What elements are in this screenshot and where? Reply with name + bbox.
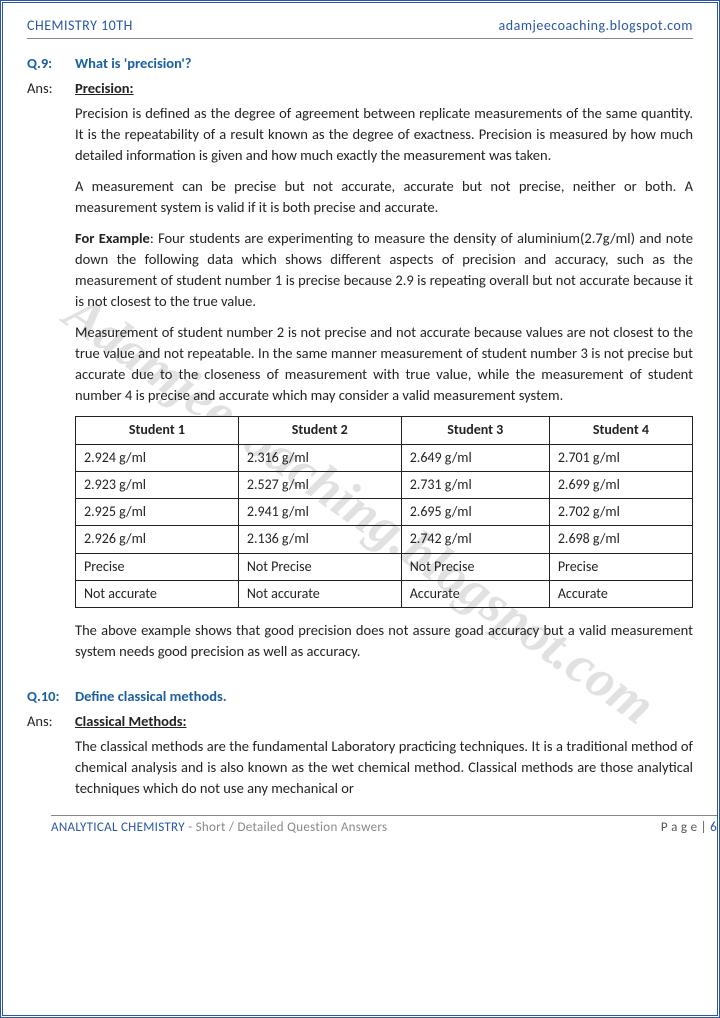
cell: Accurate	[401, 581, 549, 608]
q9-question: What is 'precision'?	[75, 53, 192, 74]
cell: 2.649 g/ml	[401, 444, 549, 471]
table-row: 2.924 g/ml 2.316 g/ml 2.649 g/ml 2.701 g…	[76, 444, 693, 471]
q9-para1: Precision is defined as the degree of ag…	[75, 103, 693, 166]
page-number: 6	[710, 820, 717, 835]
th-student4: Student 4	[549, 417, 692, 444]
cell: 2.742 g/ml	[401, 526, 549, 553]
q9-heading: Precision:	[75, 78, 693, 99]
table-row: 2.923 g/ml 2.527 g/ml 2.731 g/ml 2.699 g…	[76, 471, 693, 498]
cell: Not accurate	[238, 581, 401, 608]
page: Adamjeecoaching.blogspot.com CHEMISTRY 1…	[0, 0, 720, 1018]
q10-heading: Classical Methods:	[75, 711, 693, 732]
th-student1: Student 1	[76, 417, 239, 444]
page-header: CHEMISTRY 10TH adamjeecoaching.blogspot.…	[27, 17, 693, 39]
q9-para3: For Example: Four students are experimen…	[75, 228, 693, 312]
cell: Precise	[76, 553, 239, 580]
cell: 2.136 g/ml	[238, 526, 401, 553]
cell: 2.924 g/ml	[76, 444, 239, 471]
q10-para1: The classical methods are the fundamenta…	[75, 736, 693, 799]
page-label: P a g e |	[661, 820, 710, 835]
q9-example-label: For Example	[75, 229, 150, 247]
cell: 2.701 g/ml	[549, 444, 692, 471]
q9-para5: The above example shows that good precis…	[75, 620, 693, 662]
cell: 2.941 g/ml	[238, 499, 401, 526]
cell: 2.925 g/ml	[76, 499, 239, 526]
header-right: adamjeecoaching.blogspot.com	[499, 17, 693, 34]
question-10: Q.10: Define classical methods. Ans: Cla…	[27, 686, 693, 809]
q10-answer-body: Classical Methods: The classical methods…	[75, 711, 693, 809]
cell: 2.527 g/ml	[238, 471, 401, 498]
table-row: Not accurate Not accurate Accurate Accur…	[76, 581, 693, 608]
question-9: Q.9: What is 'precision'? Ans: Precision…	[27, 53, 693, 670]
cell: Not accurate	[76, 581, 239, 608]
cell: Not Precise	[238, 553, 401, 580]
table-header-row: Student 1 Student 2 Student 3 Student 4	[76, 417, 693, 444]
q9-ans-label: Ans:	[27, 78, 75, 670]
cell: 2.926 g/ml	[76, 526, 239, 553]
cell: 2.702 g/ml	[549, 499, 692, 526]
q9-answer-body: Precision: Precision is defined as the d…	[75, 78, 693, 670]
cell: 2.923 g/ml	[76, 471, 239, 498]
q9-label: Q.9:	[27, 53, 75, 74]
cell: 2.695 g/ml	[401, 499, 549, 526]
q10-ans-label: Ans:	[27, 711, 75, 809]
cell: 2.699 g/ml	[549, 471, 692, 498]
cell: Accurate	[549, 581, 692, 608]
page-footer: ANALYTICAL CHEMISTRY - Short / Detailed …	[51, 815, 717, 835]
footer-left: ANALYTICAL CHEMISTRY - Short / Detailed …	[51, 820, 387, 835]
q10-question: Define classical methods.	[75, 686, 227, 707]
table-row: 2.925 g/ml 2.941 g/ml 2.695 g/ml 2.702 g…	[76, 499, 693, 526]
content: Q.9: What is 'precision'? Ans: Precision…	[27, 53, 693, 809]
th-student2: Student 2	[238, 417, 401, 444]
footer-subtitle: - Short / Detailed Question Answers	[185, 820, 388, 835]
cell: Not Precise	[401, 553, 549, 580]
footer-right: P a g e | 6	[661, 820, 717, 835]
table-row: 2.926 g/ml 2.136 g/ml 2.742 g/ml 2.698 g…	[76, 526, 693, 553]
cell: Precise	[549, 553, 692, 580]
footer-title: ANALYTICAL CHEMISTRY	[51, 820, 185, 835]
q9-para2: A measurement can be precise but not acc…	[75, 176, 693, 218]
th-student3: Student 3	[401, 417, 549, 444]
table-row: Precise Not Precise Not Precise Precise	[76, 553, 693, 580]
cell: 2.316 g/ml	[238, 444, 401, 471]
precision-table: Student 1 Student 2 Student 3 Student 4 …	[75, 416, 693, 608]
header-left: CHEMISTRY 10TH	[27, 17, 133, 34]
q10-label: Q.10:	[27, 686, 75, 707]
cell: 2.698 g/ml	[549, 526, 692, 553]
q9-para4: Measurement of student number 2 is not p…	[75, 322, 693, 406]
cell: 2.731 g/ml	[401, 471, 549, 498]
q9-para3-rest: : Four students are experimenting to mea…	[75, 229, 693, 310]
